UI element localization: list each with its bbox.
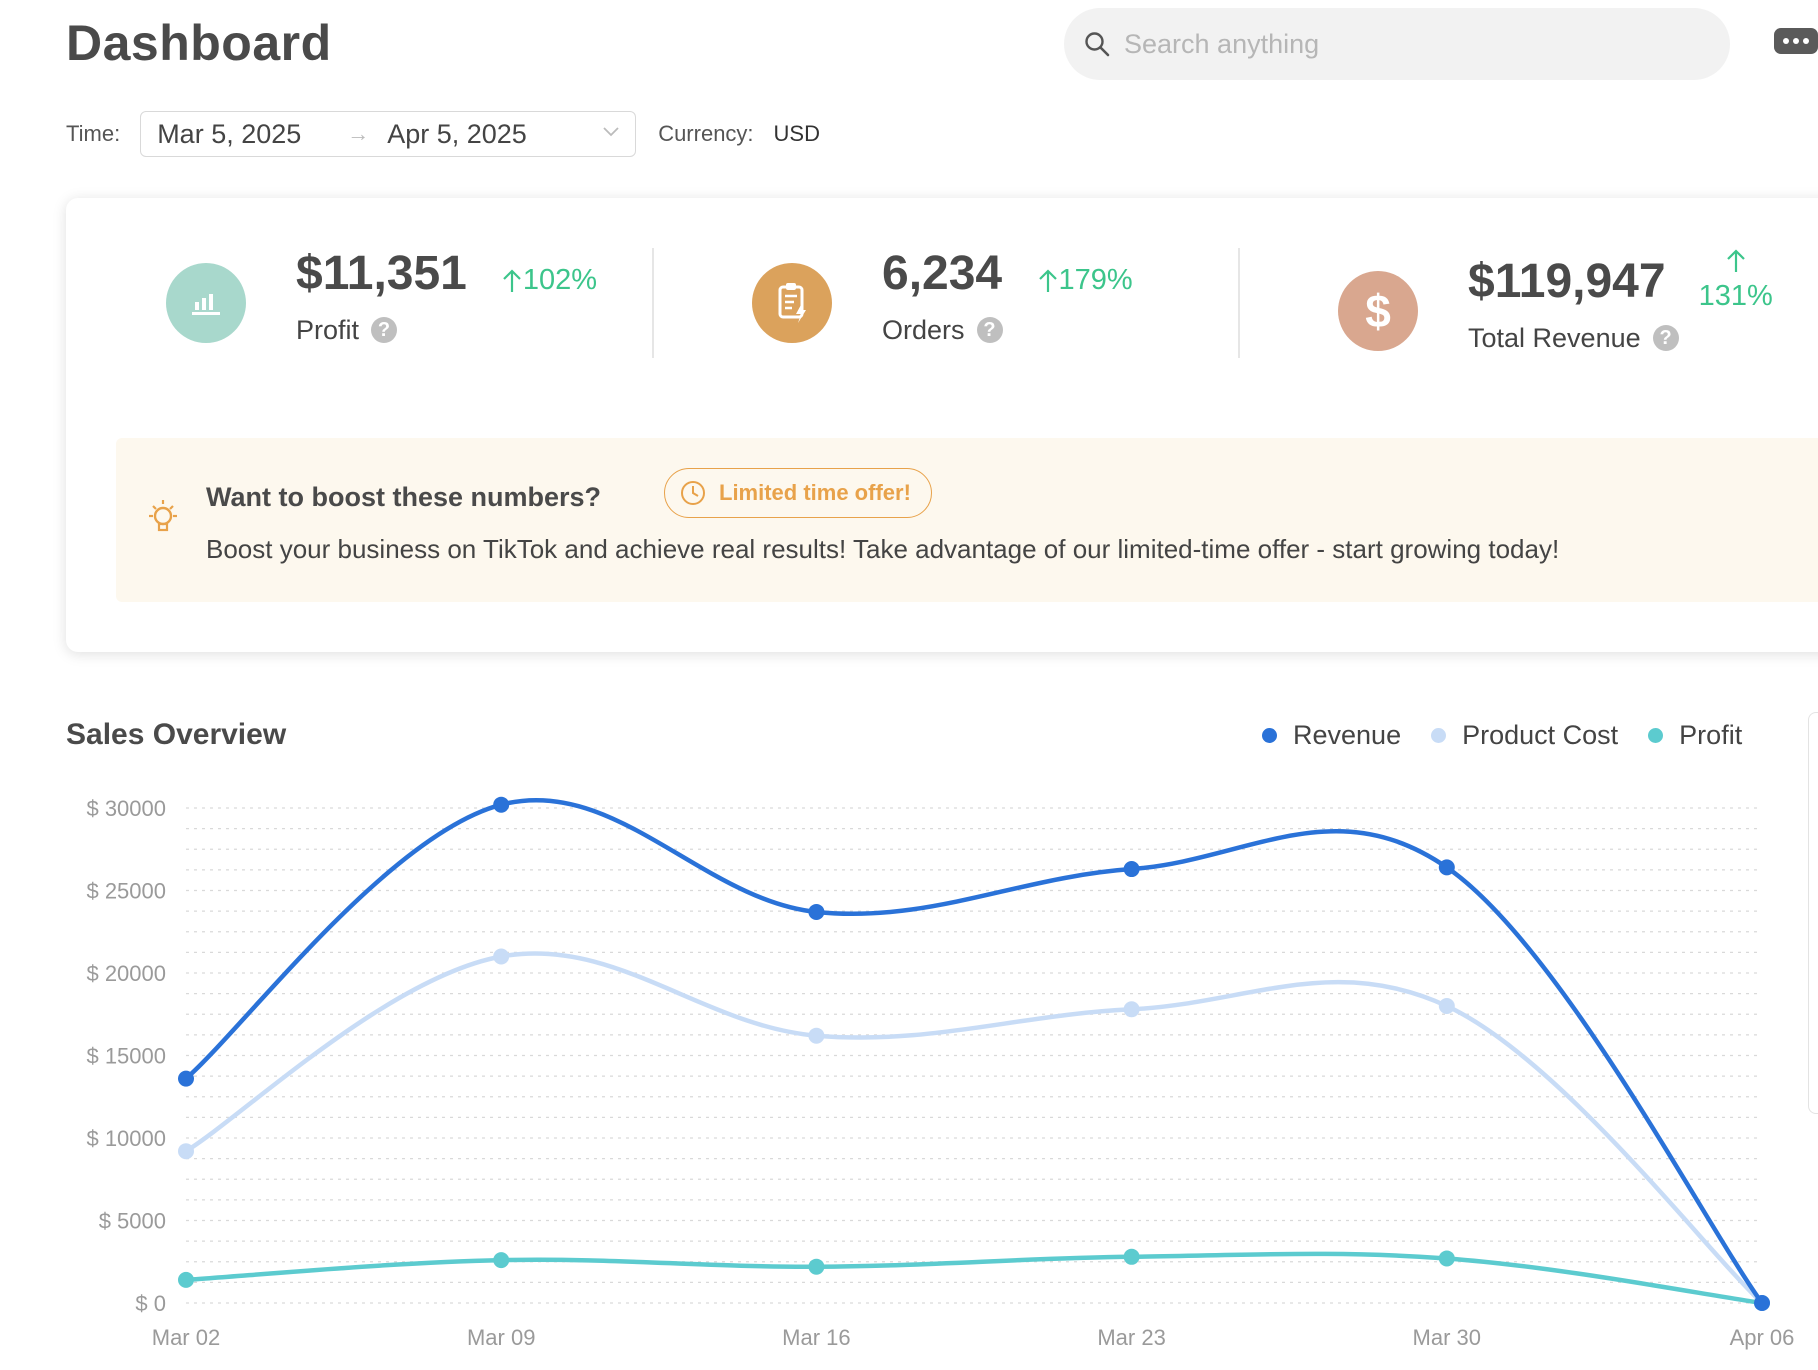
start-date[interactable]: Mar 5, 2025 <box>157 118 302 149</box>
legend-dot <box>1262 728 1277 743</box>
y-tick-label: $ 10000 <box>86 1126 166 1151</box>
chevron-down-icon[interactable] <box>601 124 621 140</box>
data-point-product-cost <box>808 1027 825 1044</box>
dollar-icon: $ <box>1338 271 1418 351</box>
date-range-picker[interactable]: Mar 5, 2025 → Apr 5, 2025 <box>140 111 637 157</box>
x-tick-label: Mar 02 <box>152 1325 220 1350</box>
kpi-divider <box>652 248 654 358</box>
revenue-label: Total Revenue <box>1468 322 1641 353</box>
promo-banner: Want to boost these numbers? Limited tim… <box>116 438 1818 602</box>
series-line-profit <box>183 1251 1765 1306</box>
x-tick-label: Mar 30 <box>1413 1325 1481 1350</box>
x-tick-label: Mar 16 <box>782 1325 850 1350</box>
legend-dot <box>1648 728 1664 743</box>
help-icon[interactable]: ? <box>1652 325 1679 352</box>
data-point-product-cost <box>1438 998 1455 1014</box>
limited-offer-badge[interactable]: Limited time offer! <box>664 468 932 518</box>
arrow-up-icon <box>1726 249 1745 272</box>
arrow-up-icon <box>1038 268 1057 292</box>
side-panel-edge <box>1808 712 1818 1114</box>
y-tick-label: $ 25000 <box>86 879 166 904</box>
arrow-right-icon: → <box>347 121 370 146</box>
clock-icon <box>681 481 705 505</box>
data-point-revenue <box>808 903 825 920</box>
promo-title: Want to boost these numbers? <box>206 482 602 512</box>
currency-value[interactable]: USD <box>773 121 820 146</box>
page-title: Dashboard <box>66 15 332 71</box>
kpi-divider <box>1238 248 1240 358</box>
kpi-revenue: $ $119,947 Total Revenue? 131% <box>1338 249 1773 354</box>
data-point-product-cost <box>493 948 510 965</box>
lightbulb-icon <box>149 500 177 532</box>
kpi-profit: $11,351 Profit? 102% <box>166 247 597 346</box>
legend-profit[interactable]: Profit <box>1648 720 1742 751</box>
kpi-card: $11,351 Profit? 102% 6,234 Orders? <box>66 198 1818 652</box>
time-label: Time: <box>66 121 121 146</box>
search-input[interactable] <box>1122 27 1686 61</box>
help-icon[interactable]: ? <box>976 317 1003 344</box>
profit-delta: 102% <box>501 264 597 297</box>
data-point-profit <box>178 1271 194 1288</box>
data-point-product-cost <box>1123 1001 1140 1018</box>
data-point-profit <box>1123 1248 1140 1265</box>
data-point-revenue <box>493 796 510 813</box>
profit-value: $11,351 <box>296 247 467 300</box>
data-point-profit <box>493 1252 510 1269</box>
x-tick-label: Mar 09 <box>467 1325 535 1350</box>
kpi-orders: 6,234 Orders? 179% <box>752 247 1133 346</box>
y-tick-label: $ 5000 <box>99 1209 166 1234</box>
revenue-delta: 131% <box>1699 248 1773 313</box>
currency-label: Currency: <box>658 121 754 146</box>
data-point-product-cost <box>178 1143 194 1160</box>
sales-overview-title: Sales Overview <box>66 718 287 751</box>
filter-bar: Time: Mar 5, 2025 → Apr 5, 2025 Currency… <box>66 110 820 158</box>
sales-chart: $ 0 $ 5000 $ 10000 $ 15000 $ 20000 $ 25000 $ 3… <box>86 796 1795 1350</box>
legend-product-cost[interactable]: Product Cost <box>1431 720 1618 751</box>
legend-revenue[interactable]: Revenue <box>1262 720 1401 751</box>
orders-label: Orders <box>882 314 965 345</box>
data-point-revenue <box>1754 1295 1770 1311</box>
y-tick-label: $ 0 <box>135 1291 166 1316</box>
chat-icon[interactable] <box>1772 26 1818 60</box>
orders-value: 6,234 <box>882 247 1003 300</box>
order-icon <box>752 263 832 343</box>
series-line-revenue <box>183 797 1765 1306</box>
data-point-revenue <box>1438 859 1455 876</box>
y-tick-label: $ 20000 <box>86 961 166 986</box>
data-point-profit <box>1438 1250 1455 1267</box>
y-tick-label: $ 30000 <box>86 796 166 821</box>
orders-delta: 179% <box>1037 264 1133 297</box>
x-tick-label: Mar 23 <box>1097 1325 1165 1350</box>
data-point-revenue <box>1123 861 1140 878</box>
end-date[interactable]: Apr 5, 2025 <box>387 118 527 149</box>
search-bar[interactable] <box>1064 8 1730 80</box>
legend-dot <box>1431 728 1447 743</box>
series-line-product-cost <box>183 951 1765 1306</box>
chart-legend: Revenue Product Cost Profit <box>1262 720 1772 751</box>
data-point-profit <box>808 1258 825 1275</box>
arrow-up-icon <box>503 268 521 292</box>
search-icon <box>1085 32 1110 57</box>
help-icon[interactable]: ? <box>371 317 398 344</box>
y-tick-label: $ 15000 <box>86 1044 166 1069</box>
revenue-value: $119,947 <box>1468 255 1666 308</box>
profit-label: Profit <box>296 314 360 345</box>
bar-chart-icon <box>166 263 246 343</box>
x-tick-label: Apr 06 <box>1730 1325 1795 1350</box>
data-point-revenue <box>178 1070 194 1087</box>
promo-message: Boost your business on TikTok and achiev… <box>206 534 1560 564</box>
